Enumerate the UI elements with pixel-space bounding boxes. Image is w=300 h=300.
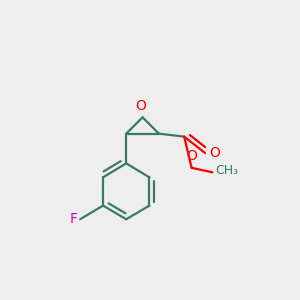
- Text: O: O: [136, 99, 146, 113]
- Text: O: O: [186, 149, 197, 163]
- Text: CH₃: CH₃: [215, 164, 238, 177]
- Text: F: F: [69, 212, 77, 226]
- Text: O: O: [209, 146, 220, 160]
